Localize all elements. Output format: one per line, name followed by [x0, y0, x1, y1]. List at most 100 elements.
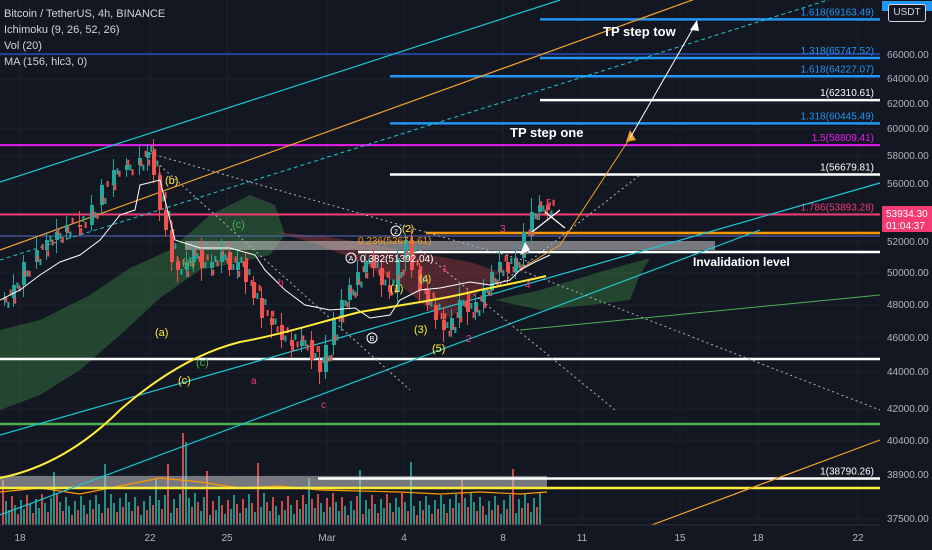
- candle-body: [548, 203, 551, 210]
- candle-body: [35, 250, 39, 262]
- volume-bar: [332, 493, 334, 525]
- price-tick-label: 62000.00: [887, 99, 929, 110]
- volume-bar: [476, 511, 478, 525]
- projection-arrows: [520, 20, 699, 269]
- dotted-descending-2: [144, 151, 411, 391]
- level-label: 1.5(58809.41): [812, 133, 874, 144]
- price-tick-label: 44000.00: [887, 367, 929, 378]
- candle-body: [14, 297, 17, 304]
- annotation-tp-step-one: TP step one: [510, 125, 583, 140]
- volume-bar: [122, 507, 124, 525]
- candle-body: [494, 278, 497, 284]
- currency-button[interactable]: USDT: [888, 4, 926, 22]
- candle-body: [330, 354, 333, 361]
- candle-body: [436, 311, 439, 318]
- volume-bar: [128, 502, 130, 525]
- candle-body: [546, 205, 550, 210]
- volume-bar: [215, 510, 217, 525]
- volume-bar: [464, 498, 466, 525]
- candle-body: [454, 327, 457, 333]
- volume-bar: [281, 501, 283, 525]
- wave-label: (a): [155, 327, 168, 339]
- candle-body: [552, 199, 555, 206]
- legend-ma[interactable]: MA (156, hlc3, 0): [4, 56, 88, 68]
- candle-body: [178, 261, 181, 267]
- candle-body: [254, 283, 257, 289]
- volume-bar: [83, 505, 85, 525]
- candle-body: [258, 285, 261, 291]
- legend-symbol[interactable]: Bitcoin / TetherUS, 4h, BINANCE: [4, 8, 166, 20]
- volume-bar: [125, 493, 127, 525]
- volume-bar: [62, 511, 64, 525]
- volume-bar: [377, 513, 379, 525]
- candle-body: [536, 214, 539, 220]
- volume-bar: [14, 505, 16, 525]
- volume-bar: [47, 512, 49, 525]
- wave-label: c: [321, 400, 326, 411]
- candle-body: [182, 259, 185, 265]
- candle-body: [198, 256, 201, 262]
- wave-label: (c): [196, 357, 209, 369]
- volume-bar: [179, 494, 181, 525]
- volume-bar: [431, 514, 433, 525]
- volume-bar: [443, 504, 445, 525]
- wave-label: 3: [500, 224, 506, 235]
- candle-body: [470, 303, 473, 309]
- legend-vol[interactable]: Vol (20): [4, 40, 42, 52]
- candle-body: [408, 252, 411, 258]
- candle-body: [152, 152, 156, 175]
- candle-body: [284, 335, 287, 342]
- volume-bar: [479, 497, 481, 525]
- volume-bar: [110, 494, 112, 525]
- candle-body: [112, 170, 116, 185]
- chart-legend: Bitcoin / TetherUS, 4h, BINANCE Ichimoku…: [4, 6, 165, 70]
- channel-low-cyan: [0, 229, 761, 516]
- candle-body: [402, 269, 405, 276]
- volume-bar: [41, 494, 43, 525]
- volume-bar: [413, 506, 415, 525]
- candle-body: [444, 313, 447, 320]
- candle-body: [194, 250, 197, 256]
- annotation-invalidation: Invalidation level: [693, 255, 790, 269]
- circle-marker-a: [345, 252, 357, 264]
- candle-body: [354, 291, 357, 298]
- volume-bar: [272, 497, 274, 525]
- candle-body: [442, 320, 446, 330]
- volume-bar: [452, 508, 454, 525]
- candle-body: [364, 262, 368, 272]
- wave-label: 5: [546, 198, 552, 209]
- volume-bar: [344, 506, 346, 525]
- volume-bar: [224, 514, 226, 525]
- candle-body: [192, 250, 196, 262]
- candle-body: [502, 270, 505, 276]
- volume-bar: [521, 508, 523, 525]
- volume-bar: [44, 503, 46, 525]
- volume-bar: [140, 515, 142, 525]
- candle-body: [185, 262, 189, 270]
- candle-body: [262, 306, 265, 312]
- candle-body: [422, 277, 425, 283]
- candle-body: [96, 213, 99, 219]
- candle-body: [246, 258, 249, 264]
- circle-label-b: B: [370, 336, 375, 343]
- candle-body: [84, 222, 87, 228]
- candle-body: [434, 305, 438, 320]
- candle-body: [116, 168, 119, 175]
- candle-body: [452, 324, 455, 330]
- volume-bar: [260, 507, 262, 525]
- candle-body: [468, 294, 471, 300]
- legend-ichimoku[interactable]: Ichimoku (9, 26, 52, 26): [4, 24, 120, 36]
- price-tick-label: 60000.00: [887, 124, 929, 135]
- candle-body: [356, 272, 360, 285]
- volume-bar: [152, 505, 154, 525]
- candle-body: [378, 269, 381, 276]
- volume-bar: [32, 513, 34, 525]
- volume-bar: [353, 510, 355, 525]
- time-tick-label: 18: [14, 533, 26, 544]
- volume-bar: [389, 503, 391, 525]
- price-tick-label: 46000.00: [887, 333, 929, 344]
- candle-body: [320, 366, 323, 372]
- tp-two-arrowhead: [690, 20, 699, 31]
- volume-bar: [119, 498, 121, 525]
